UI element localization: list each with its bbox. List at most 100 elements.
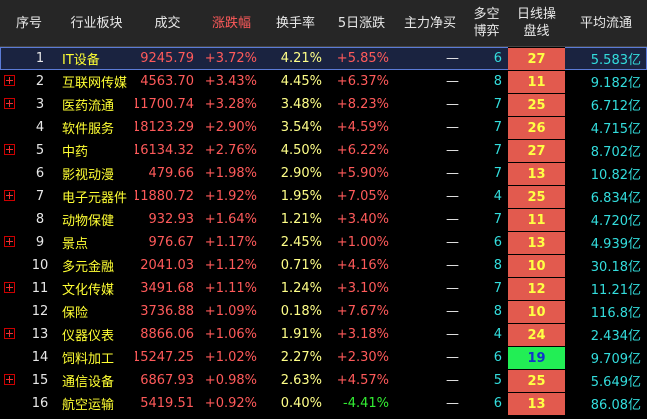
table-row[interactable]: 4 软件服务 18123.29 +2.90% 3.54% +4.59% — 7 26 4.715亿 (0, 116, 647, 139)
expand-icon (4, 328, 15, 339)
change: +0.92% (204, 396, 257, 411)
table-row[interactable]: 13 仪器仪表 8866.06 +1.06% 1.91% +3.18% — 4 24 2.434亿 (0, 323, 647, 346)
index: 9 (35, 235, 45, 250)
table-row[interactable]: 16 航空运输 5419.51 +0.92% 0.40% -4.41% — 6 13 86.08亿 (0, 392, 647, 415)
turnover-rate: 2.27% (280, 350, 322, 365)
change-5d: +8.23% (336, 97, 389, 112)
change: +1.98% (204, 166, 257, 181)
turnover: 11700.74 (135, 97, 194, 112)
change-5d: +4.16% (336, 258, 389, 273)
table-row[interactable]: 1 IT设备 9245.79 +3.72% 4.21% +5.85% — 6 27 5.583亿 (0, 47, 647, 70)
table-row[interactable]: 8 动物保健 932.93 +1.64% 1.21% +3.40% — 7 11 4.720亿 (0, 208, 647, 231)
change: +1.02% (204, 350, 257, 365)
daily-line: 10 (508, 300, 565, 323)
daily-line: 10 (508, 254, 565, 277)
turnover-rate: 1.95% (280, 189, 322, 204)
long-short: 5 (493, 373, 502, 388)
turnover-rate: 1.91% (280, 327, 322, 342)
net-buy: — (446, 350, 459, 365)
turnover: 16134.32 (135, 143, 194, 158)
daily-line: 25 (508, 93, 565, 116)
index: 16 (31, 396, 49, 411)
header-index: 序号 (15, 15, 42, 31)
table-row[interactable]: 6 影视动漫 479.66 +1.98% 2.90% +5.90% — 7 13 10.82亿 (0, 162, 647, 185)
turnover: 976.67 (148, 235, 195, 250)
net-buy: — (446, 74, 459, 89)
turnover: 18123.29 (135, 120, 194, 135)
change: +1.09% (204, 304, 257, 319)
index: 12 (31, 304, 49, 319)
net-buy: — (446, 212, 459, 227)
daily-line: 27 (508, 139, 565, 162)
header-net-buy: 主力净买 (403, 15, 456, 31)
turnover: 3736.88 (140, 304, 194, 319)
turnover-rate: 2.63% (280, 373, 322, 388)
change: +3.72% (204, 51, 257, 66)
turnover: 11880.72 (135, 189, 194, 204)
long-short: 7 (493, 166, 502, 181)
long-short: 8 (493, 74, 502, 89)
change-5d: +4.59% (336, 120, 389, 135)
daily-line: 24 (508, 323, 565, 346)
turnover-rate: 2.45% (280, 235, 322, 250)
table-row[interactable]: 11 文化传媒 3491.68 +1.11% 1.24% +3.10% — 7 12 11.21亿 (0, 277, 647, 300)
table-row[interactable]: 7 电子元器件 11880.72 +1.92% 1.95% +7.05% — 4 25 6.834… (0, 185, 647, 208)
change: +1.64% (204, 212, 257, 227)
daily-line: 11 (508, 70, 565, 93)
change: +2.90% (204, 120, 257, 135)
table-row[interactable]: 2 互联网传媒 4563.70 +3.43% 4.45% +6.37% — 8 11 9.182亿 (0, 70, 647, 93)
avg-float: 116.8亿 (590, 306, 641, 321)
avg-float: 2.434亿 (590, 329, 641, 344)
change: +1.12% (204, 258, 257, 273)
header-long-short: 多空博弈 (473, 7, 500, 39)
turnover-rate: 0.18% (280, 304, 322, 319)
change-5d: +5.85% (336, 51, 389, 66)
table-row[interactable]: 12 保险 3736.88 +1.09% 0.18% +7.67% — 8 10 116.8亿 (0, 300, 647, 323)
avg-float: 30.18亿 (590, 260, 641, 275)
table-row[interactable]: 3 医药流通 11700.74 +3.28% 3.48% +8.23% — 7 25 6.712亿 (0, 93, 647, 116)
long-short: 6 (493, 51, 502, 66)
table-row[interactable]: 15 通信设备 6867.93 +0.98% 2.63% +4.57% — 5 25 5.649亿 (0, 369, 647, 392)
index: 8 (35, 212, 45, 227)
turnover-rate: 1.21% (280, 212, 322, 227)
net-buy: — (446, 258, 459, 273)
net-buy: — (446, 304, 459, 319)
net-buy: — (446, 235, 459, 250)
turnover-rate: 0.40% (280, 396, 322, 411)
header-sector: 行业板块 (70, 15, 123, 31)
change-5d: +6.37% (336, 74, 389, 89)
turnover-rate: 4.50% (280, 143, 322, 158)
change-5d: +7.05% (336, 189, 389, 204)
turnover-rate: 3.54% (280, 120, 322, 135)
sector: 影视动漫 (62, 168, 115, 183)
index: 1 (35, 51, 45, 66)
sector: 饲料加工 (62, 352, 115, 367)
sector: 仪器仪表 (62, 329, 115, 344)
long-short: 6 (493, 235, 502, 250)
sector: 景点 (62, 237, 89, 252)
table-row[interactable]: 9 景点 976.67 +1.17% 2.45% +1.00% — 6 13 4.939亿 (0, 231, 647, 254)
table-row[interactable]: 14 饲料加工 15247.25 +1.02% 2.27% +2.30% — 6 19 9.709… (0, 346, 647, 369)
index: 10 (31, 258, 49, 273)
index: 14 (31, 350, 49, 365)
daily-line: 19 (508, 346, 565, 369)
turnover: 3491.68 (140, 281, 194, 296)
change: +1.11% (204, 281, 257, 296)
long-short: 6 (493, 396, 502, 411)
daily-line: 12 (508, 277, 565, 300)
change-5d: -4.41% (343, 396, 389, 411)
net-buy: — (446, 51, 459, 66)
index: 5 (35, 143, 45, 158)
table-row[interactable]: 10 多元金融 2041.03 +1.12% 0.71% +4.16% — 8 10 30.18亿 (0, 254, 647, 277)
long-short: 7 (493, 281, 502, 296)
daily-line: 13 (508, 162, 565, 185)
avg-float: 6.712亿 (590, 99, 641, 114)
turnover: 5419.51 (140, 396, 194, 411)
turnover: 932.93 (148, 212, 195, 227)
change: +1.92% (204, 189, 257, 204)
table-row[interactable]: 5 中药 16134.32 +2.76% 4.50% +6.22% — 7 27 8.702亿 (0, 139, 647, 162)
sector: 软件服务 (62, 122, 115, 137)
long-short: 7 (493, 120, 502, 135)
avg-float: 4.715亿 (590, 122, 641, 137)
change-5d: +3.40% (336, 212, 389, 227)
